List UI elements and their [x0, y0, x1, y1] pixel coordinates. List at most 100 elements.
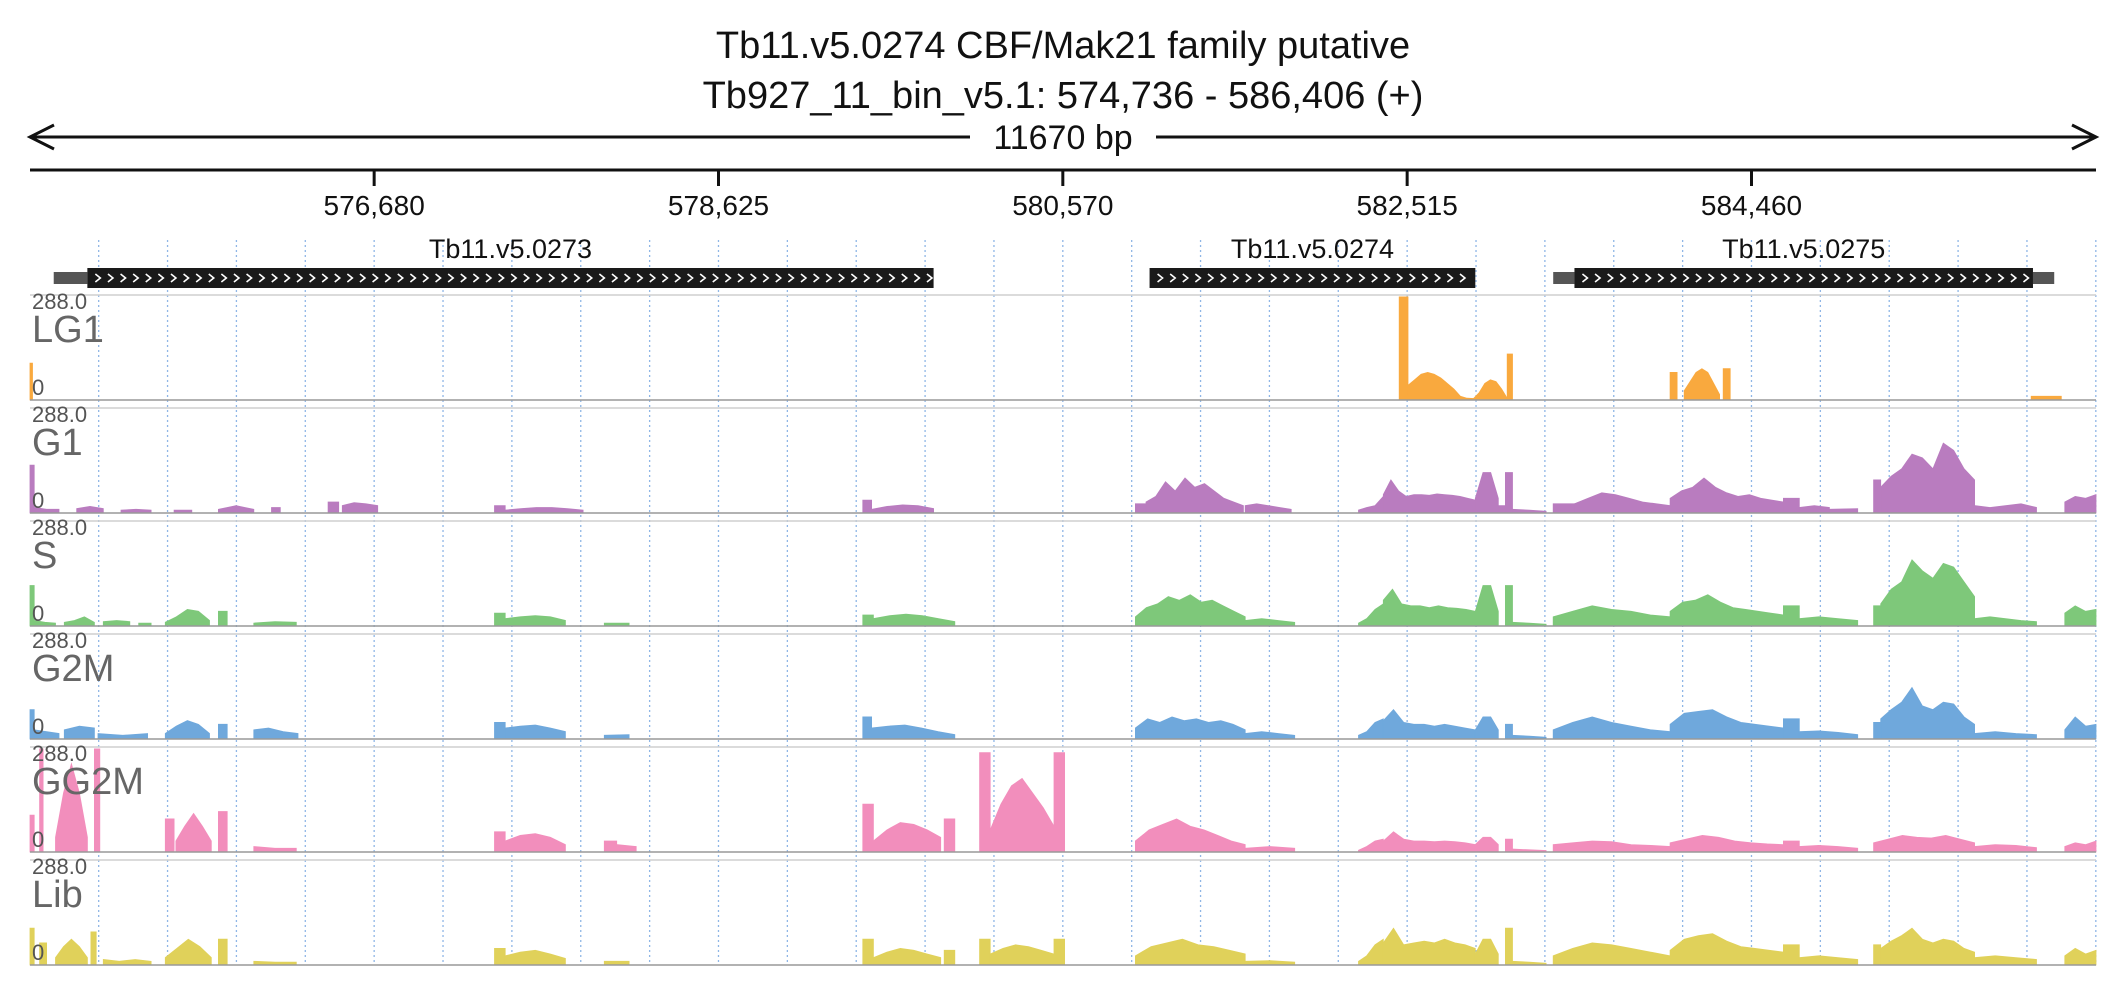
coverage-area — [1798, 616, 1859, 627]
coverage-area — [504, 507, 584, 514]
coverage-area — [1783, 840, 1800, 853]
coverage-area — [1398, 296, 1409, 401]
coverage-area — [1506, 353, 1513, 401]
coverage-area — [1873, 944, 1882, 966]
coverage-area — [1382, 479, 1476, 514]
track-name-label: G1 — [32, 422, 83, 464]
coverage-area — [979, 938, 991, 966]
coverage-area — [1053, 938, 1065, 966]
gene-label: Tb11.v5.0273 — [429, 234, 592, 264]
coverage-area — [217, 811, 228, 853]
coverage-area — [494, 612, 506, 627]
coverage-area — [494, 831, 506, 853]
coverage-area — [217, 505, 255, 514]
track-y-max-label: 288.0 — [32, 741, 87, 766]
coverage-area — [164, 818, 175, 853]
x-tick-label: 584,460 — [1701, 190, 1802, 221]
coverage-area — [1552, 716, 1671, 740]
coverage-area — [603, 840, 618, 853]
coverage-area — [1382, 588, 1476, 627]
coverage-area — [871, 724, 956, 740]
coverage-area — [253, 727, 299, 740]
coverage-area — [175, 812, 212, 853]
coverage-area — [862, 716, 872, 740]
coverage-area — [1244, 846, 1296, 853]
coverage-area — [253, 846, 297, 853]
gene-strand-arrows — [1581, 273, 2030, 283]
coverage-area — [164, 720, 210, 740]
span-label: 11670 bp — [993, 119, 1132, 157]
coverage-area — [494, 948, 506, 966]
coverage-area — [989, 777, 1055, 853]
coverage-area — [1244, 731, 1296, 740]
coverage-area — [1974, 955, 2037, 966]
coverage-area — [1722, 368, 1731, 401]
coverage-area — [873, 613, 956, 627]
coverage-area — [2064, 494, 2097, 514]
coverage-area — [55, 938, 88, 966]
track-name-label: LG1 — [32, 309, 104, 351]
coverage-area — [1382, 927, 1476, 966]
gene-body — [1149, 268, 1476, 288]
coverage-area — [1880, 686, 1975, 740]
coverage-area — [76, 505, 104, 514]
coverage-area — [873, 822, 942, 853]
coverage-area — [1873, 722, 1882, 740]
coverage-area — [1358, 838, 1384, 853]
x-tick-label: 582,515 — [1357, 190, 1458, 221]
track-y-max-label: 288.0 — [32, 402, 87, 427]
gene-utr-5 — [53, 272, 88, 284]
coverage-area — [1552, 605, 1671, 627]
gene-track: Tb11.v5.0273 Tb11.v5.0274 Tb11.v5.0275 — [53, 234, 2055, 288]
track-name-label: S — [32, 535, 57, 577]
coverage-area — [873, 947, 942, 966]
coverage-area — [504, 615, 566, 627]
coverage-track: 288.0 0 GG2M — [29, 741, 2097, 853]
coverage-tracks: 288.00LG1288.00G1288.00S288.00G2M288.00G… — [29, 289, 2097, 966]
coverage-area — [862, 499, 872, 514]
coverage-area — [1783, 944, 1800, 966]
coverage-area — [1358, 718, 1384, 740]
coverage-area — [341, 502, 379, 514]
coverage-area — [1505, 585, 1513, 627]
coverage-area — [1407, 371, 1474, 401]
coverage-area — [1798, 730, 1859, 740]
track-name-label: GG2M — [32, 761, 144, 803]
track-name-label: Lib — [32, 874, 83, 916]
coverage-area — [55, 762, 88, 853]
gene-label: Tb11.v5.0274 — [1231, 234, 1394, 264]
coverage-area — [1783, 718, 1800, 740]
coverage-area — [102, 959, 152, 966]
coverage-area — [63, 725, 95, 740]
coverage-area — [271, 507, 281, 514]
coverage-area — [1135, 818, 1246, 853]
span-arrow: 11670 bp — [26, 119, 2100, 157]
coverage-area — [1358, 495, 1384, 514]
coverage-area — [1798, 844, 1859, 853]
coverage-area — [1669, 594, 1784, 627]
coverage-area — [2064, 840, 2097, 853]
track-y-max-label: 288.0 — [32, 628, 87, 653]
coverage-area — [1880, 442, 1975, 514]
chart-subtitle: Tb927_11_bin_v5.1: 574,736 - 586,406 (+) — [703, 75, 1424, 117]
coverage-area — [1474, 716, 1499, 740]
coverage-area — [1382, 831, 1476, 853]
coverage-area — [1873, 834, 1975, 853]
coverage-area — [1382, 708, 1476, 740]
coverage-area — [1783, 497, 1800, 514]
gene-utr-5 — [1553, 272, 1575, 284]
track-y-min-label: 0 — [32, 827, 44, 852]
coverage-area — [1053, 752, 1065, 853]
coverage-area — [1974, 503, 2037, 514]
coverage-area — [97, 733, 149, 740]
track-y-min-label: 0 — [32, 601, 44, 626]
coverage-area — [1135, 716, 1246, 740]
track-y-min-label: 0 — [32, 714, 44, 739]
coverage-area — [1474, 472, 1499, 514]
coverage-track: 288.0 0 Lib — [29, 854, 2097, 966]
coverage-area — [217, 610, 228, 627]
chart-title: Tb11.v5.0274 CBF/Mak21 family putative — [716, 25, 1410, 67]
coverage-area — [504, 949, 566, 966]
track-name-label: G2M — [32, 648, 114, 690]
